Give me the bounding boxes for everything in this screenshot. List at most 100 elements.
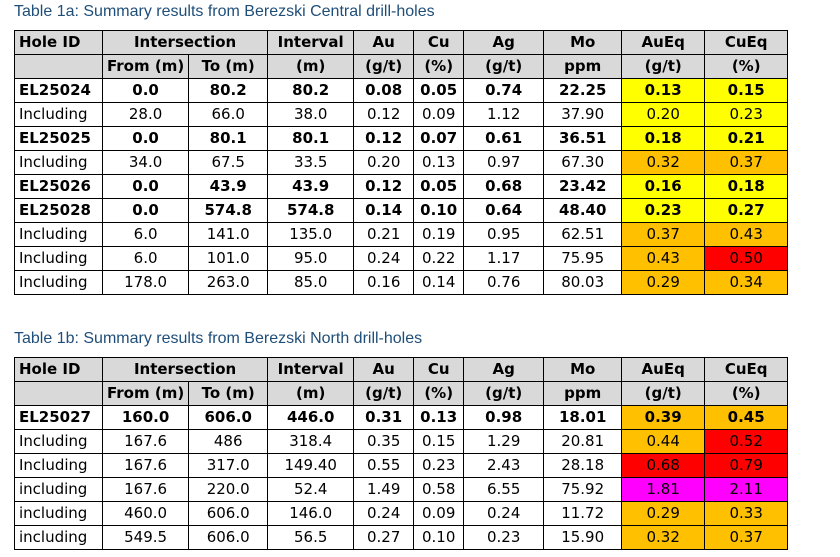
table-cell: 6.0 (101, 246, 190, 271)
column-header: Ag (463, 30, 545, 55)
table-cell: 0.95 (463, 222, 545, 247)
table-cell: 149.40 (267, 453, 355, 478)
table-cell: 2.43 (463, 453, 545, 478)
table-cell: 0.31 (353, 405, 415, 430)
table-cell: 167.6 (101, 453, 190, 478)
column-header: Intersection (101, 30, 269, 55)
header-row: Hole ID Intersection Interval Au Cu Ag Mo AuEq C… (14, 30, 789, 55)
table-cell: 0.21 (353, 222, 415, 247)
table-cell: 0.55 (353, 453, 415, 478)
table-row: EL25027 160.0 606.0 446.0 0.31 0.13 0.98 18.01 0… (14, 405, 789, 430)
column-subheader: (%) (413, 381, 465, 406)
table-cell: 1.81 (621, 477, 706, 502)
table-cell: 15.90 (543, 525, 623, 550)
hole-id-cell: EL25028 (14, 198, 103, 223)
table-cell: 80.03 (543, 270, 623, 295)
table-row: Including 167.6 486 318.4 0.35 0.15 1.29 20.81 0… (14, 429, 789, 454)
table-cell: 0.23 (463, 525, 545, 550)
table-cell: 0.27 (353, 525, 415, 550)
table-cell: 0.10 (413, 198, 465, 223)
table-cell: 606.0 (188, 525, 269, 550)
table-cell: 0.32 (621, 150, 706, 175)
column-subheader: (%) (704, 381, 789, 406)
table-cell: 0.24 (353, 501, 415, 526)
table-cell: 0.44 (621, 429, 706, 454)
table-cell: 0.05 (413, 78, 465, 103)
table-cell: 0.23 (413, 453, 465, 478)
table-cell: 18.01 (543, 405, 623, 430)
column-header: AuEq (621, 357, 706, 382)
table-cell: 52.4 (267, 477, 355, 502)
hole-id-cell: EL25025 (14, 126, 103, 151)
table-cell: 20.81 (543, 429, 623, 454)
table-cell: 0.97 (463, 150, 545, 175)
table-cell: 263.0 (188, 270, 269, 295)
table-cell: 95.0 (267, 246, 355, 271)
table-cell: 1.17 (463, 246, 545, 271)
table-cell: 1.49 (353, 477, 415, 502)
table-cell: 167.6 (101, 477, 190, 502)
hole-id-cell: Including (14, 150, 103, 175)
table-cell: 80.2 (188, 78, 269, 103)
table-cell: 318.4 (267, 429, 355, 454)
table-cell: 0.16 (621, 174, 706, 199)
table-cell: 0.12 (353, 102, 415, 127)
column-subheader: (g/t) (353, 54, 415, 79)
table-row: Including 6.0 101.0 95.0 0.24 0.22 1.17 75.95 0.… (14, 246, 789, 271)
table-cell: 28.18 (543, 453, 623, 478)
column-subheader: To (m) (188, 54, 269, 79)
table-cell: 0.22 (413, 246, 465, 271)
column-subheader: (g/t) (463, 381, 545, 406)
table-cell: 0.23 (704, 102, 789, 127)
column-header: Cu (413, 357, 465, 382)
table-cell: 0.24 (463, 501, 545, 526)
column-header: Mo (543, 30, 623, 55)
table-cell: 0.09 (413, 102, 465, 127)
table-cell: 0.0 (101, 174, 190, 199)
table-cell: 0.45 (704, 405, 789, 430)
column-header: AuEq (621, 30, 706, 55)
table-cell: 80.1 (188, 126, 269, 151)
table-cell: 446.0 (267, 405, 355, 430)
table-cell: 0.0 (101, 126, 190, 151)
table-cell: 0.50 (704, 246, 789, 271)
table-cell: 0.27 (704, 198, 789, 223)
table-cell: 141.0 (188, 222, 269, 247)
table-cell: 1.12 (463, 102, 545, 127)
table-cell: 0.37 (704, 150, 789, 175)
column-header: CuEq (704, 357, 789, 382)
table-cell: 606.0 (188, 405, 269, 430)
table-cell: 0.64 (463, 198, 545, 223)
table-cell: 0.29 (621, 501, 706, 526)
table-row: EL25028 0.0 574.8 574.8 0.14 0.10 0.64 48.40 0.2… (14, 198, 789, 223)
table-cell: 0.39 (621, 405, 706, 430)
table-cell: 28.0 (101, 102, 190, 127)
table-cell: 0.32 (621, 525, 706, 550)
column-header: Hole ID (14, 30, 103, 55)
table-cell: 56.5 (267, 525, 355, 550)
table-row: Including 6.0 141.0 135.0 0.21 0.19 0.95 62.51 0… (14, 222, 789, 247)
table-cell: 0.98 (463, 405, 545, 430)
hole-id-cell: Including (14, 246, 103, 271)
table-cell: 574.8 (267, 198, 355, 223)
column-subheader: ppm (543, 54, 623, 79)
hole-id-cell: EL25026 (14, 174, 103, 199)
header-row: From (m) To (m) (m) (g/t) (%) (g/t) ppm (g/t) (%… (14, 381, 789, 406)
table-cell: 0.68 (621, 453, 706, 478)
table-cell: 0.13 (621, 78, 706, 103)
column-subheader: ppm (543, 381, 623, 406)
table-1b-body: EL25027 160.0 606.0 446.0 0.31 0.13 0.98 18.01 0… (14, 405, 789, 550)
column-subheader: (%) (413, 54, 465, 79)
table-cell: 43.9 (267, 174, 355, 199)
hole-id-cell: EL25027 (14, 405, 103, 430)
hole-id-cell: Including (14, 222, 103, 247)
hole-id-cell: Including (14, 270, 103, 295)
table-cell: 0.16 (353, 270, 415, 295)
table-cell: 0.09 (413, 501, 465, 526)
table-row: EL25026 0.0 43.9 43.9 0.12 0.05 0.68 23.42 0.16 0… (14, 174, 789, 199)
table-cell: 2.11 (704, 477, 789, 502)
table-cell: 0.52 (704, 429, 789, 454)
column-header: CuEq (704, 30, 789, 55)
table-cell: 0.34 (704, 270, 789, 295)
hole-id-cell: including (14, 525, 103, 550)
